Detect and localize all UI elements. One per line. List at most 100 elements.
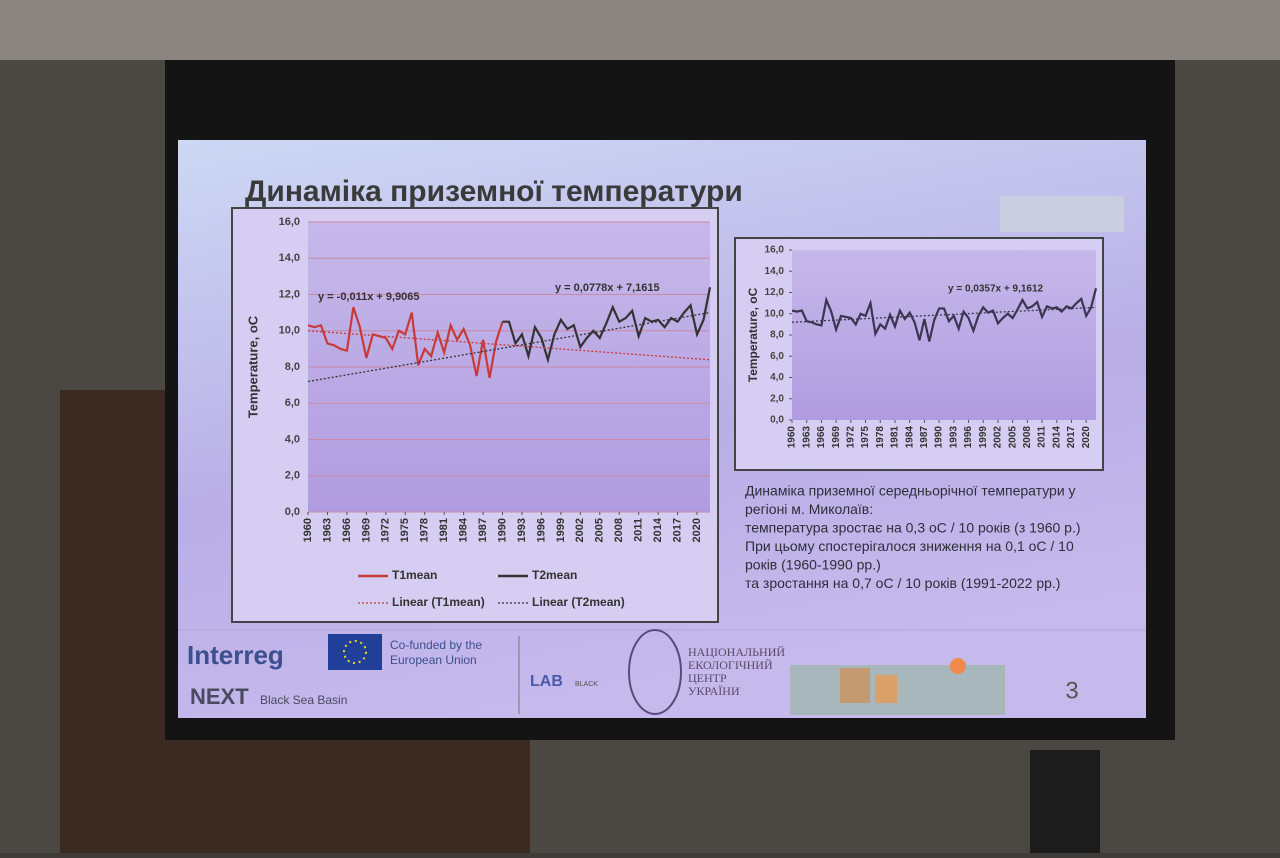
x-tick-label: 2011	[633, 518, 645, 542]
x-tick-label: 2017	[671, 518, 683, 542]
x-tick-label: 1990	[934, 426, 945, 449]
x-tick-label: 1981	[890, 426, 901, 449]
x-tick-label: 1993	[948, 426, 959, 449]
x-tick-label: 1963	[801, 426, 812, 449]
x-tick-label: 1972	[380, 518, 392, 542]
x-tick-label: 2014	[1051, 426, 1062, 449]
description-line: При цьому спостерігалося зниження на 0,1…	[745, 538, 1074, 554]
x-tick-label: 1969	[831, 426, 842, 449]
x-tick-label: 2011	[1037, 426, 1048, 448]
x-tick-label: 1984	[458, 517, 470, 542]
y-tick-label: 10,0	[279, 325, 300, 337]
logo-text: ЦЕНТР	[688, 671, 727, 685]
logo-text: Interreg	[187, 640, 284, 670]
x-tick-label: 1981	[438, 518, 450, 542]
city-illustration	[790, 665, 1005, 715]
x-tick-label: 1966	[341, 518, 353, 542]
y-axis-label: Temperature, oC	[245, 315, 260, 418]
x-tick-label: 1966	[816, 426, 827, 449]
description-line: Динаміка приземної середньорічної темпер…	[745, 483, 1076, 499]
x-tick-label: 1999	[555, 518, 567, 542]
y-tick-label: 2,0	[285, 470, 300, 482]
x-tick-label: 1975	[399, 518, 411, 542]
y-tick-label: 14,0	[765, 266, 785, 277]
legend-label: T2mean	[532, 568, 577, 582]
y-tick-label: 16,0	[765, 245, 785, 256]
x-tick-label: 1975	[860, 426, 871, 449]
y-tick-label: 8,0	[285, 361, 300, 373]
y-tick-label: 6,0	[770, 351, 784, 362]
centre-emblem	[628, 629, 682, 715]
equation: y = 0,0357x + 9,1612	[948, 284, 1044, 295]
x-tick-label: 1978	[419, 518, 431, 542]
x-tick-label: 2008	[613, 518, 625, 542]
y-tick-label: 16,0	[279, 216, 300, 228]
legend-label: T1mean	[392, 568, 437, 582]
logo-text: Black Sea Basin	[260, 693, 347, 707]
x-tick-label: 1999	[978, 426, 989, 449]
equation: y = -0,011x + 9,9065	[318, 291, 420, 303]
data-line	[307, 306, 504, 379]
y-tick-label: 14,0	[279, 252, 300, 264]
y-tick-label: 0,0	[285, 506, 300, 518]
x-tick-label: 2020	[1081, 426, 1092, 449]
y-tick-label: 10,0	[765, 308, 785, 319]
y-tick-label: 12,0	[279, 288, 300, 300]
meeting-window	[1000, 196, 1124, 232]
legend-label: Linear (T1mean)	[392, 595, 485, 609]
x-tick-label: 1960	[787, 426, 798, 449]
x-tick-label: 1993	[516, 518, 528, 542]
description-line: температура зростає на 0,3 оС / 10 років…	[745, 520, 1081, 536]
x-tick-label: 2008	[1022, 426, 1033, 449]
equation: y = 0,0778x + 7,1615	[555, 282, 660, 294]
city-illustration	[840, 668, 870, 703]
trend-line	[791, 306, 1097, 323]
slide-title: Динаміка приземної температури	[245, 175, 743, 208]
y-tick-label: 0,0	[770, 415, 784, 426]
legend-label: Linear (T2mean)	[532, 595, 625, 609]
eu-flag	[328, 634, 382, 670]
plot-area	[792, 250, 1096, 420]
x-tick-label: 2005	[594, 518, 606, 542]
logo-text: УКРАЇНИ	[688, 684, 740, 698]
y-tick-label: 4,0	[770, 372, 784, 383]
x-tick-label: 1987	[477, 518, 489, 542]
logo-text: NEXT	[190, 684, 249, 709]
x-tick-label: 1978	[875, 426, 886, 449]
x-tick-label: 1987	[919, 426, 930, 449]
x-tick-label: 1996	[535, 518, 547, 542]
x-tick-label: 2017	[1066, 426, 1077, 449]
logo-text: BLACK	[575, 681, 598, 688]
page-number: 3	[1065, 677, 1078, 704]
description-line: років (1960-1990 рр.)	[745, 557, 881, 573]
y-axis-label: Temperature, oC	[746, 287, 760, 382]
x-tick-label: 2020	[691, 518, 703, 542]
x-tick-label: 1996	[963, 426, 974, 449]
x-tick-label: 2005	[1007, 426, 1018, 449]
logo-text: Co-funded by the	[390, 638, 482, 652]
description-line: та зростання на 0,7 оС / 10 років (1991-…	[745, 575, 1060, 591]
x-tick-label: 2002	[574, 518, 586, 542]
city-illustration	[875, 675, 897, 703]
x-tick-label: 1990	[496, 518, 508, 542]
logo-text: LAB	[530, 673, 563, 690]
y-tick-label: 12,0	[765, 287, 785, 298]
cornice	[0, 0, 1280, 60]
x-tick-label: 2014	[652, 517, 664, 542]
trend-line	[307, 330, 711, 361]
x-tick-label: 1960	[302, 518, 314, 542]
y-tick-label: 6,0	[285, 397, 300, 409]
x-tick-label: 2002	[993, 426, 1004, 449]
description-line: регіоні м. Миколаїв:	[745, 501, 873, 517]
city-illustration	[950, 658, 966, 674]
x-tick-label: 1984	[904, 426, 915, 449]
data-line	[502, 287, 712, 364]
x-tick-label: 1972	[845, 426, 856, 449]
logo-text: НАЦІОНАЛЬНИЙ	[688, 645, 785, 659]
y-tick-label: 2,0	[770, 393, 784, 404]
eu-stars	[343, 640, 367, 664]
y-tick-label: 4,0	[285, 433, 300, 445]
x-tick-label: 1963	[321, 518, 333, 542]
x-tick-label: 1969	[360, 518, 372, 542]
